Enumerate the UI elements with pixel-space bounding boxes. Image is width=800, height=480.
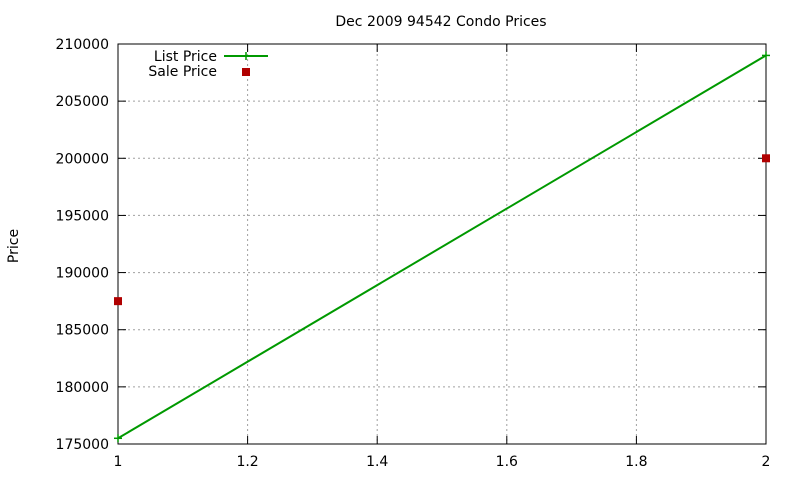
legend-marker-list-price — [242, 52, 250, 60]
x-tick-label: 1.4 — [366, 454, 388, 470]
y-tick-label: 205000 — [56, 94, 109, 110]
series-line-list-price — [117, 54, 767, 440]
legend-marker-sale-price — [242, 68, 250, 76]
legend-label-sale-price: Sale Price — [148, 64, 217, 80]
data-point-list-price — [114, 434, 122, 443]
series-layer — [114, 51, 770, 443]
y-tick-label: 200000 — [56, 151, 109, 167]
y-tick-label: 185000 — [56, 323, 109, 339]
x-tick-label: 1.2 — [236, 454, 258, 470]
chart-title: Dec 2009 94542 Condo Prices — [335, 14, 546, 30]
y-tick-label: 195000 — [56, 208, 109, 224]
data-point-sale-price — [762, 154, 770, 163]
axis-ticks: 175000 180000 185000 190000 195000 200000 2050… — [56, 37, 771, 470]
y-tick-label: 190000 — [56, 266, 109, 282]
x-tick-label: 1.6 — [496, 454, 518, 470]
x-tick-label: 1 — [114, 454, 123, 470]
y-tick-label: 180000 — [56, 380, 109, 396]
legend-plus-icon — [242, 52, 250, 60]
legend: List Price Sale Price — [148, 49, 268, 80]
grid — [118, 44, 766, 444]
x-tick-label: 2 — [762, 454, 771, 470]
data-point-list-price — [762, 51, 770, 60]
y-tick-label: 210000 — [56, 37, 109, 53]
data-point-sale-price — [114, 297, 122, 306]
y-tick-label: 175000 — [56, 437, 109, 453]
y-axis-label: Price — [6, 229, 22, 263]
plot-frame — [117, 43, 767, 445]
legend-label-list-price: List Price — [154, 49, 217, 65]
x-tick-label: 1.8 — [625, 454, 647, 470]
